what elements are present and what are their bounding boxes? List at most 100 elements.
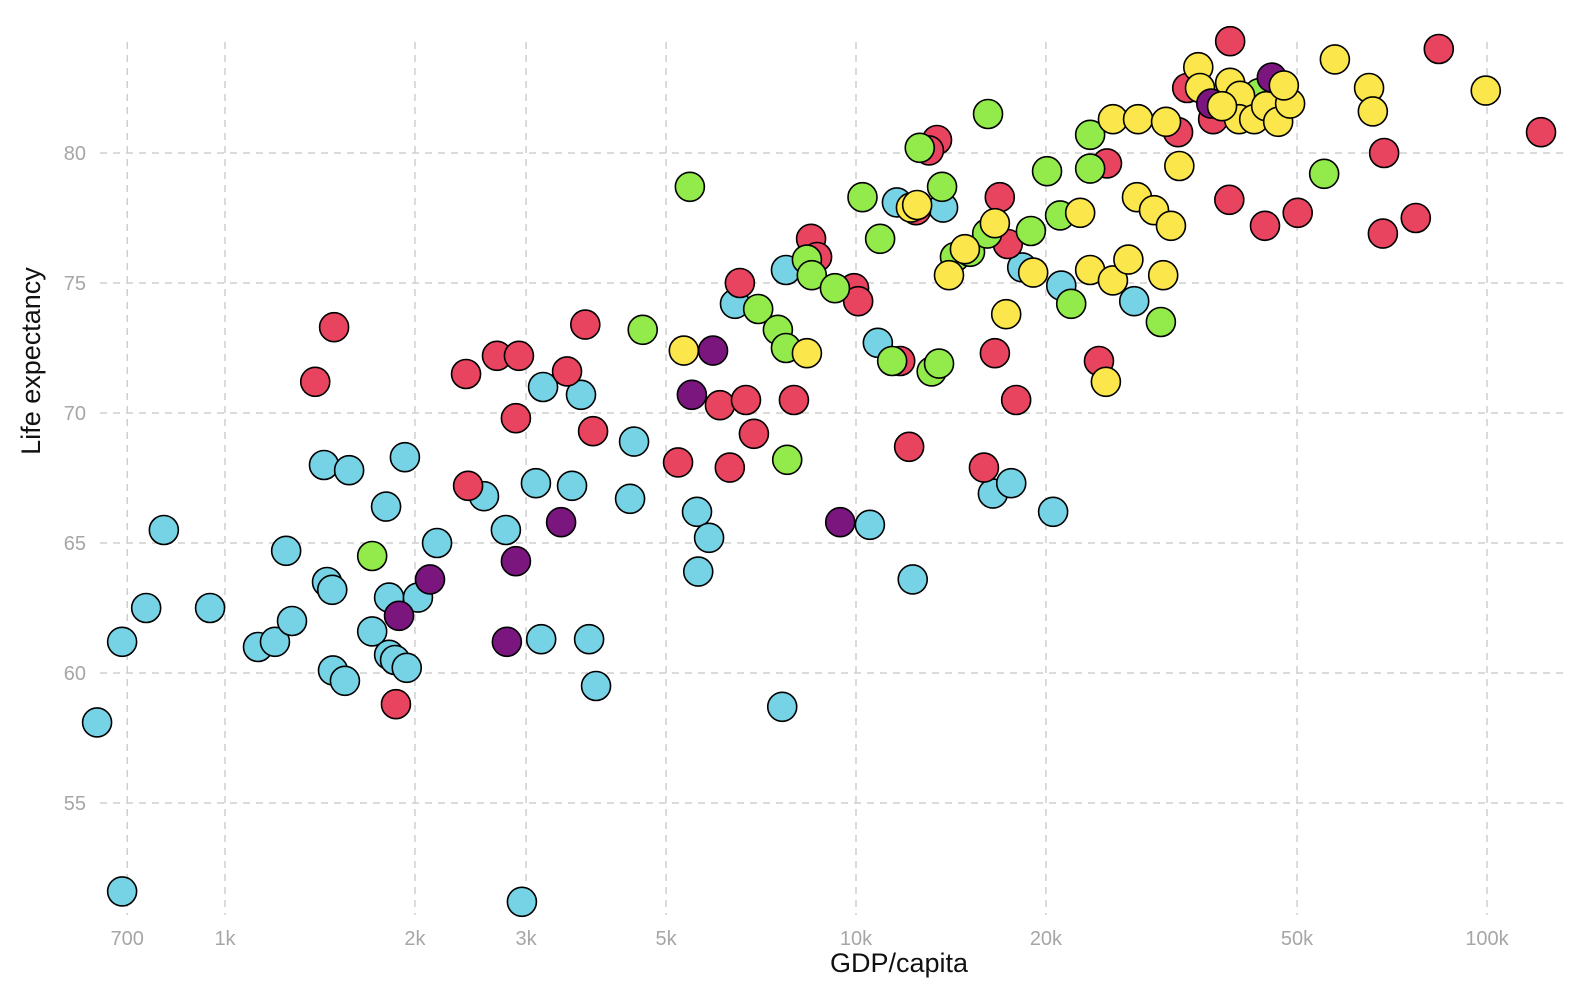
y-axis-ticks: 55 60 65 70 75 80	[64, 143, 86, 815]
data-point-purple	[414, 564, 446, 595]
data-point-green	[627, 314, 659, 346]
data-point-green	[1074, 153, 1106, 184]
data-point-cyan	[573, 623, 605, 655]
data-point-green	[876, 345, 908, 377]
data-point-purple	[697, 335, 729, 366]
x-axis-title: GDP/capita	[830, 948, 969, 978]
data-point-yellow	[1155, 210, 1187, 242]
data-point-yellow	[1113, 244, 1144, 275]
data-point-cyan	[391, 652, 423, 684]
data-point-cyan	[527, 371, 559, 403]
x-axis-ticks: 700 1k 2k 3k 5k 10k 20k 50k 100k	[111, 928, 1510, 950]
x-tick-label: 1k	[214, 928, 236, 950]
data-point-cyan	[682, 556, 714, 587]
data-point-yellow	[1090, 366, 1122, 398]
x-tick-label: 100k	[1465, 928, 1509, 950]
data-point-red	[979, 337, 1011, 369]
data-point-yellow	[1122, 103, 1154, 135]
data-point-cyan	[1037, 496, 1069, 528]
x-tick-label: 5k	[655, 928, 677, 950]
data-point-yellow	[791, 337, 823, 369]
data-point-yellow	[933, 259, 965, 291]
data-point-green	[356, 540, 388, 572]
data-point-yellow	[990, 298, 1022, 330]
x-tick-label: 20k	[1030, 928, 1063, 950]
data-point-red	[1400, 202, 1432, 234]
data-point-cyan	[276, 605, 308, 637]
data-point-red	[738, 418, 770, 450]
data-point-green	[1308, 158, 1340, 190]
data-point-red	[714, 452, 746, 483]
data-point-yellow	[1150, 106, 1182, 138]
data-point-green	[1055, 288, 1087, 320]
data-point-yellow	[1319, 44, 1351, 75]
data-point-cyan	[618, 426, 650, 457]
data-point-yellow-top	[1206, 90, 1238, 122]
data-point-red	[984, 181, 1016, 213]
data-point-yellow	[949, 233, 981, 265]
data-point-red	[1525, 116, 1557, 148]
data-point-green	[1015, 215, 1047, 247]
data-point-cyan	[148, 514, 180, 546]
data-point-green	[926, 171, 958, 203]
data-point-yellow	[1357, 96, 1389, 127]
data-point-yellow	[1164, 150, 1195, 182]
data-point-red	[299, 366, 331, 398]
data-point-green	[819, 272, 851, 304]
data-point-purple	[500, 545, 532, 577]
data-point-red	[778, 384, 810, 416]
data-point-yellow	[1017, 257, 1049, 288]
data-point-cyan	[520, 467, 552, 499]
data-point-cyan	[525, 623, 557, 655]
data-point-yellow	[1097, 265, 1129, 296]
data-points	[81, 25, 1557, 918]
data-point-red	[1000, 384, 1032, 416]
data-point-cyan	[81, 707, 113, 738]
data-point-cyan	[1118, 285, 1150, 317]
data-point-cyan	[194, 592, 226, 624]
x-tick-label: 700	[111, 928, 144, 950]
data-point-red	[1249, 210, 1281, 242]
data-point-green	[1145, 306, 1177, 338]
data-point-red	[704, 389, 736, 421]
data-point-yellow	[979, 207, 1011, 239]
data-point-red	[1367, 218, 1399, 249]
data-point-red	[500, 402, 532, 434]
data-point-red	[1423, 33, 1455, 65]
data-point-cyan	[329, 665, 361, 697]
data-point-green	[771, 444, 803, 476]
y-tick-label: 55	[64, 793, 86, 815]
data-point-purple	[491, 626, 523, 658]
data-point-red	[893, 431, 925, 463]
data-point-cyan	[259, 626, 291, 658]
data-point-red	[1368, 137, 1400, 169]
data-point-cyan	[897, 564, 929, 595]
x-tick-label: 3k	[516, 928, 538, 950]
data-point-yellow	[1064, 197, 1096, 229]
data-point-cyan	[333, 454, 365, 486]
data-point-green	[904, 132, 936, 164]
data-point-green	[796, 259, 828, 291]
data-point-cyan	[565, 379, 597, 411]
data-point-red	[503, 340, 535, 372]
x-tick-label: 2k	[404, 928, 426, 950]
data-point-red	[551, 356, 583, 387]
data-point-red	[842, 285, 874, 317]
y-tick-label: 60	[64, 663, 86, 685]
data-point-red	[1214, 25, 1246, 57]
data-point-red	[452, 470, 484, 502]
data-point-cyan	[681, 496, 713, 528]
data-point-red	[968, 452, 1000, 483]
data-point-red	[577, 415, 609, 447]
data-point-yellow	[1470, 75, 1502, 106]
data-point-cyan	[270, 535, 302, 567]
data-point-purple	[676, 379, 708, 411]
data-point-purple	[383, 600, 415, 632]
data-point-purple	[545, 506, 577, 538]
y-axis-title: Life expectancy	[16, 267, 46, 455]
data-point-green	[1031, 155, 1063, 187]
y-tick-label: 65	[64, 533, 86, 555]
data-point-purple	[824, 506, 856, 538]
data-point-cyan	[356, 616, 388, 647]
